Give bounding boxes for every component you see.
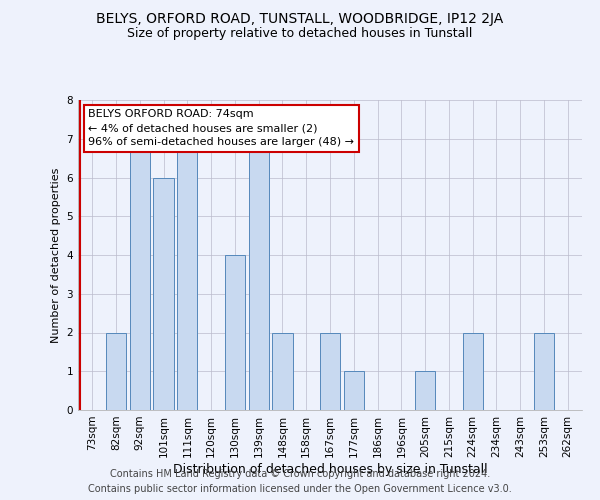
Bar — [248, 138, 269, 410]
Bar — [320, 332, 340, 410]
Text: Contains HM Land Registry data © Crown copyright and database right 2024.: Contains HM Land Registry data © Crown c… — [110, 469, 490, 479]
Bar — [272, 332, 293, 410]
Bar — [344, 371, 364, 410]
Bar — [415, 371, 435, 410]
Bar — [130, 138, 150, 410]
Bar — [177, 138, 197, 410]
Bar — [534, 332, 554, 410]
Text: Contains public sector information licensed under the Open Government Licence v3: Contains public sector information licen… — [88, 484, 512, 494]
Text: BELYS ORFORD ROAD: 74sqm
← 4% of detached houses are smaller (2)
96% of semi-det: BELYS ORFORD ROAD: 74sqm ← 4% of detache… — [88, 110, 354, 148]
Y-axis label: Number of detached properties: Number of detached properties — [51, 168, 61, 342]
Text: BELYS, ORFORD ROAD, TUNSTALL, WOODBRIDGE, IP12 2JA: BELYS, ORFORD ROAD, TUNSTALL, WOODBRIDGE… — [97, 12, 503, 26]
X-axis label: Distribution of detached houses by size in Tunstall: Distribution of detached houses by size … — [173, 462, 487, 475]
Bar — [463, 332, 483, 410]
Bar — [106, 332, 126, 410]
Text: Size of property relative to detached houses in Tunstall: Size of property relative to detached ho… — [127, 28, 473, 40]
Bar — [154, 178, 173, 410]
Bar — [225, 255, 245, 410]
